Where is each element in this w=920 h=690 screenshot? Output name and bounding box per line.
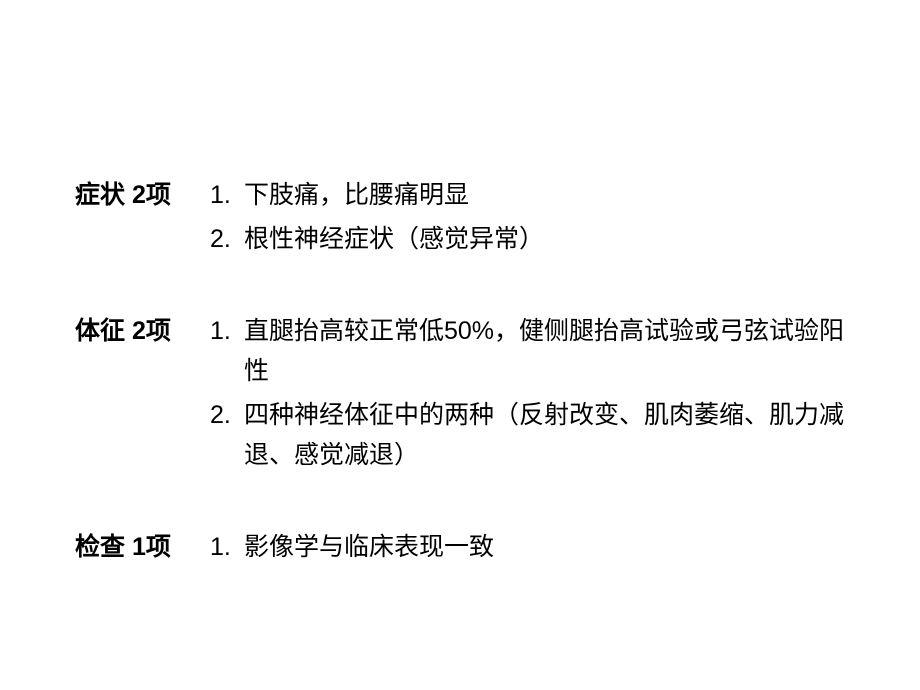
item-number: 1. — [210, 311, 244, 351]
item-text: 影像学与临床表现一致 — [244, 527, 845, 567]
item-text: 四种神经体征中的两种（反射改变、肌肉萎缩、肌力减 退、感觉减退） — [244, 395, 845, 475]
list-item: 1. 下肢痛，比腰痛明显 — [210, 175, 845, 215]
item-text: 下肢痛，比腰痛明显 — [244, 175, 845, 215]
item-number: 2. — [210, 219, 244, 259]
item-text: 直腿抬高较正常低50%，健侧腿抬高试验或弓弦试验阳性 — [244, 311, 845, 391]
item-number: 1. — [210, 175, 244, 215]
section-symptoms: 症状 2项 1. 下肢痛，比腰痛明显 2. 根性神经症状（感觉异常） — [75, 175, 845, 263]
item-text: 根性神经症状（感觉异常） — [244, 219, 845, 259]
section-label-examination: 检查 1项 — [75, 527, 210, 567]
list-item: 2. 四种神经体征中的两种（反射改变、肌肉萎缩、肌力减 退、感觉减退） — [210, 395, 845, 475]
section-examination: 检查 1项 1. 影像学与临床表现一致 — [75, 527, 845, 571]
section-items-examination: 1. 影像学与临床表现一致 — [210, 527, 845, 571]
list-item: 1. 直腿抬高较正常低50%，健侧腿抬高试验或弓弦试验阳性 — [210, 311, 845, 391]
section-items-symptoms: 1. 下肢痛，比腰痛明显 2. 根性神经症状（感觉异常） — [210, 175, 845, 263]
section-signs: 体征 2项 1. 直腿抬高较正常低50%，健侧腿抬高试验或弓弦试验阳性 2. 四… — [75, 311, 845, 479]
section-label-symptoms: 症状 2项 — [75, 175, 210, 215]
item-number: 1. — [210, 527, 244, 567]
item-number: 2. — [210, 395, 244, 435]
list-item: 2. 根性神经症状（感觉异常） — [210, 219, 845, 259]
section-label-signs: 体征 2项 — [75, 311, 210, 351]
section-items-signs: 1. 直腿抬高较正常低50%，健侧腿抬高试验或弓弦试验阳性 2. 四种神经体征中… — [210, 311, 845, 479]
list-item: 1. 影像学与临床表现一致 — [210, 527, 845, 567]
slide-content: 症状 2项 1. 下肢痛，比腰痛明显 2. 根性神经症状（感觉异常） 体征 2项… — [75, 175, 845, 619]
